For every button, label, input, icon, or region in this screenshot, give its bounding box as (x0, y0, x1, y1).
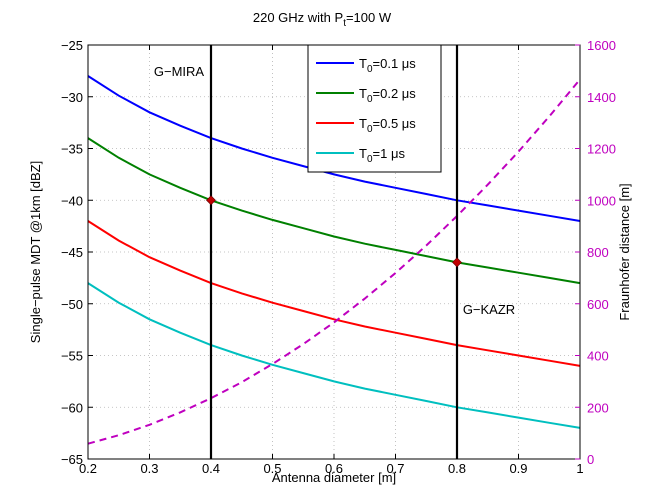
y2-tick-label: 400 (587, 349, 609, 364)
chart-title: 220 GHz with Pt=100 W (253, 10, 392, 29)
y2-tick-label: 1400 (587, 90, 616, 105)
legend-label-1: T0=0.1 μs (359, 56, 416, 75)
x-tick-label: 0.3 (140, 461, 158, 476)
ticks: 0.2 0.3 0.4 0.5 0.6 0.7 0.8 0.9 1 −25 −30 −35 −40 −45… (61, 38, 616, 476)
x-tick-label: 0.8 (448, 461, 466, 476)
x-tick-label: 0.9 (509, 461, 527, 476)
y2-tick-label: 800 (587, 245, 609, 260)
legend-label-3: T0=0.5 μs (359, 116, 416, 135)
x-axis-label: Antenna diameter [m] (272, 470, 396, 485)
vertical-line-label-1: G−MIRA (154, 64, 205, 79)
y-tick-label: −65 (61, 452, 83, 467)
y-tick-label: −45 (61, 245, 83, 260)
legend-label-4: T0=1 μs (359, 146, 405, 165)
series-line-3 (87, 220, 581, 367)
y2-tick-label: 200 (587, 400, 609, 415)
x-tick-label: 0.6 (325, 461, 343, 476)
y2-tick-label: 1600 (587, 38, 616, 53)
x-tick-label: 0.5 (263, 461, 281, 476)
series-line-2 (87, 137, 581, 285)
y2-tick-label: 0 (587, 452, 594, 467)
y-tick-label: −60 (61, 400, 83, 415)
vertical-lines: G−MIRA G−KAZR (154, 45, 515, 459)
y-tick-label: −35 (61, 142, 83, 157)
y-axis-label: Single−pulse MDT @1km [dBZ] (28, 161, 43, 343)
y-tick-label: −25 (61, 38, 83, 53)
x-tick-label: 0.7 (386, 461, 404, 476)
y2-tick-label: 1200 (587, 142, 616, 157)
y-tick-label: −30 (61, 90, 83, 105)
y-tick-label: −50 (61, 297, 83, 312)
legend: T0=0.1 μs T0=0.2 μs T0=0.5 μs T0=1 μs (307, 44, 442, 173)
marker-2 (452, 257, 462, 268)
y-tick-label: −40 (61, 193, 83, 208)
y2-tick-label: 1000 (587, 193, 616, 208)
y2-axis-label: Fraunhofer distance [m] (617, 183, 632, 320)
legend-box (307, 44, 442, 173)
fraunhofer-line (87, 78, 581, 445)
legend-label-2: T0=0.2 μs (359, 86, 416, 105)
vertical-line-label-2: G−KAZR (463, 302, 515, 317)
x-tick-label: 1 (576, 461, 583, 476)
markers (206, 195, 462, 268)
x-tick-label: 0.2 (79, 461, 97, 476)
y-tick-label: −55 (61, 349, 83, 364)
x-tick-label: 0.4 (202, 461, 220, 476)
chart-title-sub: t (343, 18, 346, 29)
marker-1 (206, 195, 216, 206)
series-line-1 (87, 75, 581, 222)
y2-tick-label: 600 (587, 297, 609, 312)
series-line-4 (87, 282, 581, 429)
plot-lines (87, 75, 581, 445)
